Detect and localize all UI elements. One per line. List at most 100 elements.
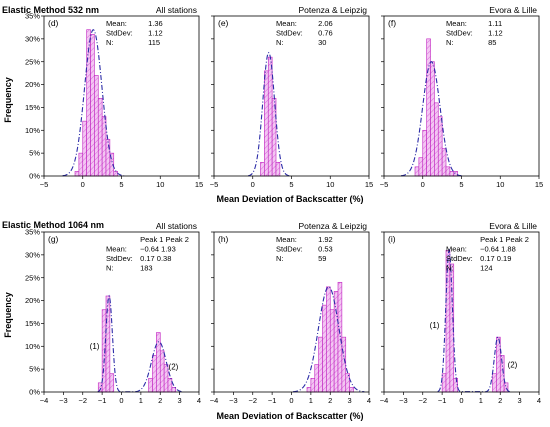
y-tick-label: 30% (25, 250, 40, 259)
panel-letter: (g) (48, 234, 59, 244)
x-tick-label: 4 (197, 396, 201, 405)
stats-value: 30 (318, 38, 326, 47)
histogram-bar (260, 161, 265, 177)
stats-value: 2.06 (318, 19, 333, 28)
histogram-bar (167, 377, 173, 393)
stats-label: StdDev: (276, 29, 303, 38)
x-tick-label: −3 (59, 396, 68, 405)
stats-label: StdDev: (106, 29, 133, 38)
x-tick-label: 15 (195, 180, 203, 189)
stats-label: N: (276, 254, 284, 263)
x-tick-label: 0 (421, 180, 425, 189)
x-tick-label: 0 (459, 396, 463, 405)
y-axis-label-top: Frequency (3, 77, 13, 123)
histogram-bar (306, 387, 312, 393)
stats-value: 0.76 (318, 29, 333, 38)
y-tick-label: 15% (25, 103, 40, 112)
stats-label: Mean: (106, 19, 127, 28)
x-tick-label: −1 (98, 396, 107, 405)
x-tick-label: −4 (380, 396, 389, 405)
stats-label: N: (276, 38, 284, 47)
histogram-bar (414, 166, 420, 177)
x-tick-label: 0 (119, 396, 123, 405)
x-tick-label: −3 (229, 396, 238, 405)
panel-g: −4 −3 −2 −1 0 1 2 3 4 0% 5% 10% 15% 20% 25% 30% 35% (g) Al… (25, 221, 201, 405)
x-tick-label: −2 (418, 396, 427, 405)
x-axis-label-bottom: Mean Deviation of Backscatter (%) (216, 411, 363, 421)
histogram-bar (105, 139, 111, 177)
panel-title: Potenza & Leipzig (298, 221, 367, 231)
gaussian-fit-line (247, 51, 290, 177)
stats-label: Mean: (106, 245, 127, 254)
stats-label: StdDev: (106, 254, 133, 263)
x-tick-label: 3 (348, 396, 352, 405)
histogram-bar (426, 38, 431, 177)
x-tick-label: 15 (535, 180, 543, 189)
stats-value: 0.17 0.38 (140, 254, 171, 263)
histogram-bar (97, 97, 103, 177)
stats-value: 1.92 (318, 235, 333, 244)
histogram-bar (267, 56, 273, 177)
stats-label: N: (106, 38, 114, 47)
x-tick-label: 0 (251, 180, 255, 189)
panel-letter: (i) (388, 234, 396, 244)
stats-value: 0.17 0.19 (480, 254, 511, 263)
stats-label: Mean: (276, 235, 297, 244)
plot-frame (43, 15, 200, 177)
histogram-bar (341, 336, 347, 393)
plot-frame (213, 15, 370, 177)
panel-letter: (h) (218, 234, 229, 244)
y-tick-label: 5% (29, 365, 40, 374)
x-tick-label: 3 (518, 396, 522, 405)
y-tick-label: 20% (25, 296, 40, 305)
histogram-bar (148, 377, 153, 393)
panel-letter: (d) (48, 18, 59, 28)
histogram-bar (82, 120, 87, 177)
stats-header: Peak 1 Peak 2 (140, 235, 189, 244)
y-tick-label: 35% (25, 228, 40, 237)
histogram-bar (105, 295, 111, 393)
x-tick-label: −3 (399, 396, 408, 405)
histogram-bar (437, 116, 443, 177)
histogram-bar (314, 364, 319, 393)
stats-label: StdDev: (276, 245, 303, 254)
histogram-bar (492, 373, 497, 393)
x-tick-label: −5 (40, 180, 49, 189)
panel-title: Evora & Lille (489, 221, 537, 231)
peak-label: (2) (169, 362, 179, 371)
stats-label: Mean: (446, 19, 467, 28)
histogram-bar (310, 377, 316, 393)
stats-value: 124 (480, 264, 493, 273)
stats-value: 0.53 (318, 245, 333, 254)
y-tick-label: 10% (25, 342, 40, 351)
x-tick-label: 15 (365, 180, 373, 189)
y-tick-label: 20% (25, 80, 40, 89)
y-tick-label: 25% (25, 57, 40, 66)
x-tick-label: 3 (178, 396, 182, 405)
x-tick-label: −5 (380, 180, 389, 189)
stats-value: 1.36 (148, 19, 163, 28)
gaussian-fit-line (400, 61, 462, 177)
x-tick-label: −4 (210, 396, 219, 405)
stats-value: 183 (140, 264, 153, 273)
histogram-bar (441, 373, 447, 393)
panel-title: Evora & Lille (489, 5, 537, 15)
histogram-bar (345, 373, 350, 393)
stats-label: N: (446, 38, 454, 47)
x-tick-label: 10 (496, 180, 504, 189)
histogram-bar (434, 102, 439, 177)
histogram-bar (94, 75, 99, 177)
peak-label: (2) (508, 360, 518, 369)
y-tick-label: 30% (25, 34, 40, 43)
histogram-bar (422, 129, 427, 177)
panel-i: −4 −3 −2 −1 0 1 2 3 4 (i) Evora & Lille Peak 1 Peak… (380, 221, 541, 405)
x-tick-label: −1 (268, 396, 277, 405)
x-tick-label: −4 (40, 396, 49, 405)
histogram-bar (329, 309, 335, 393)
x-tick-label: 5 (289, 180, 293, 189)
histogram-bar (453, 171, 458, 177)
histogram-bar (496, 336, 501, 393)
